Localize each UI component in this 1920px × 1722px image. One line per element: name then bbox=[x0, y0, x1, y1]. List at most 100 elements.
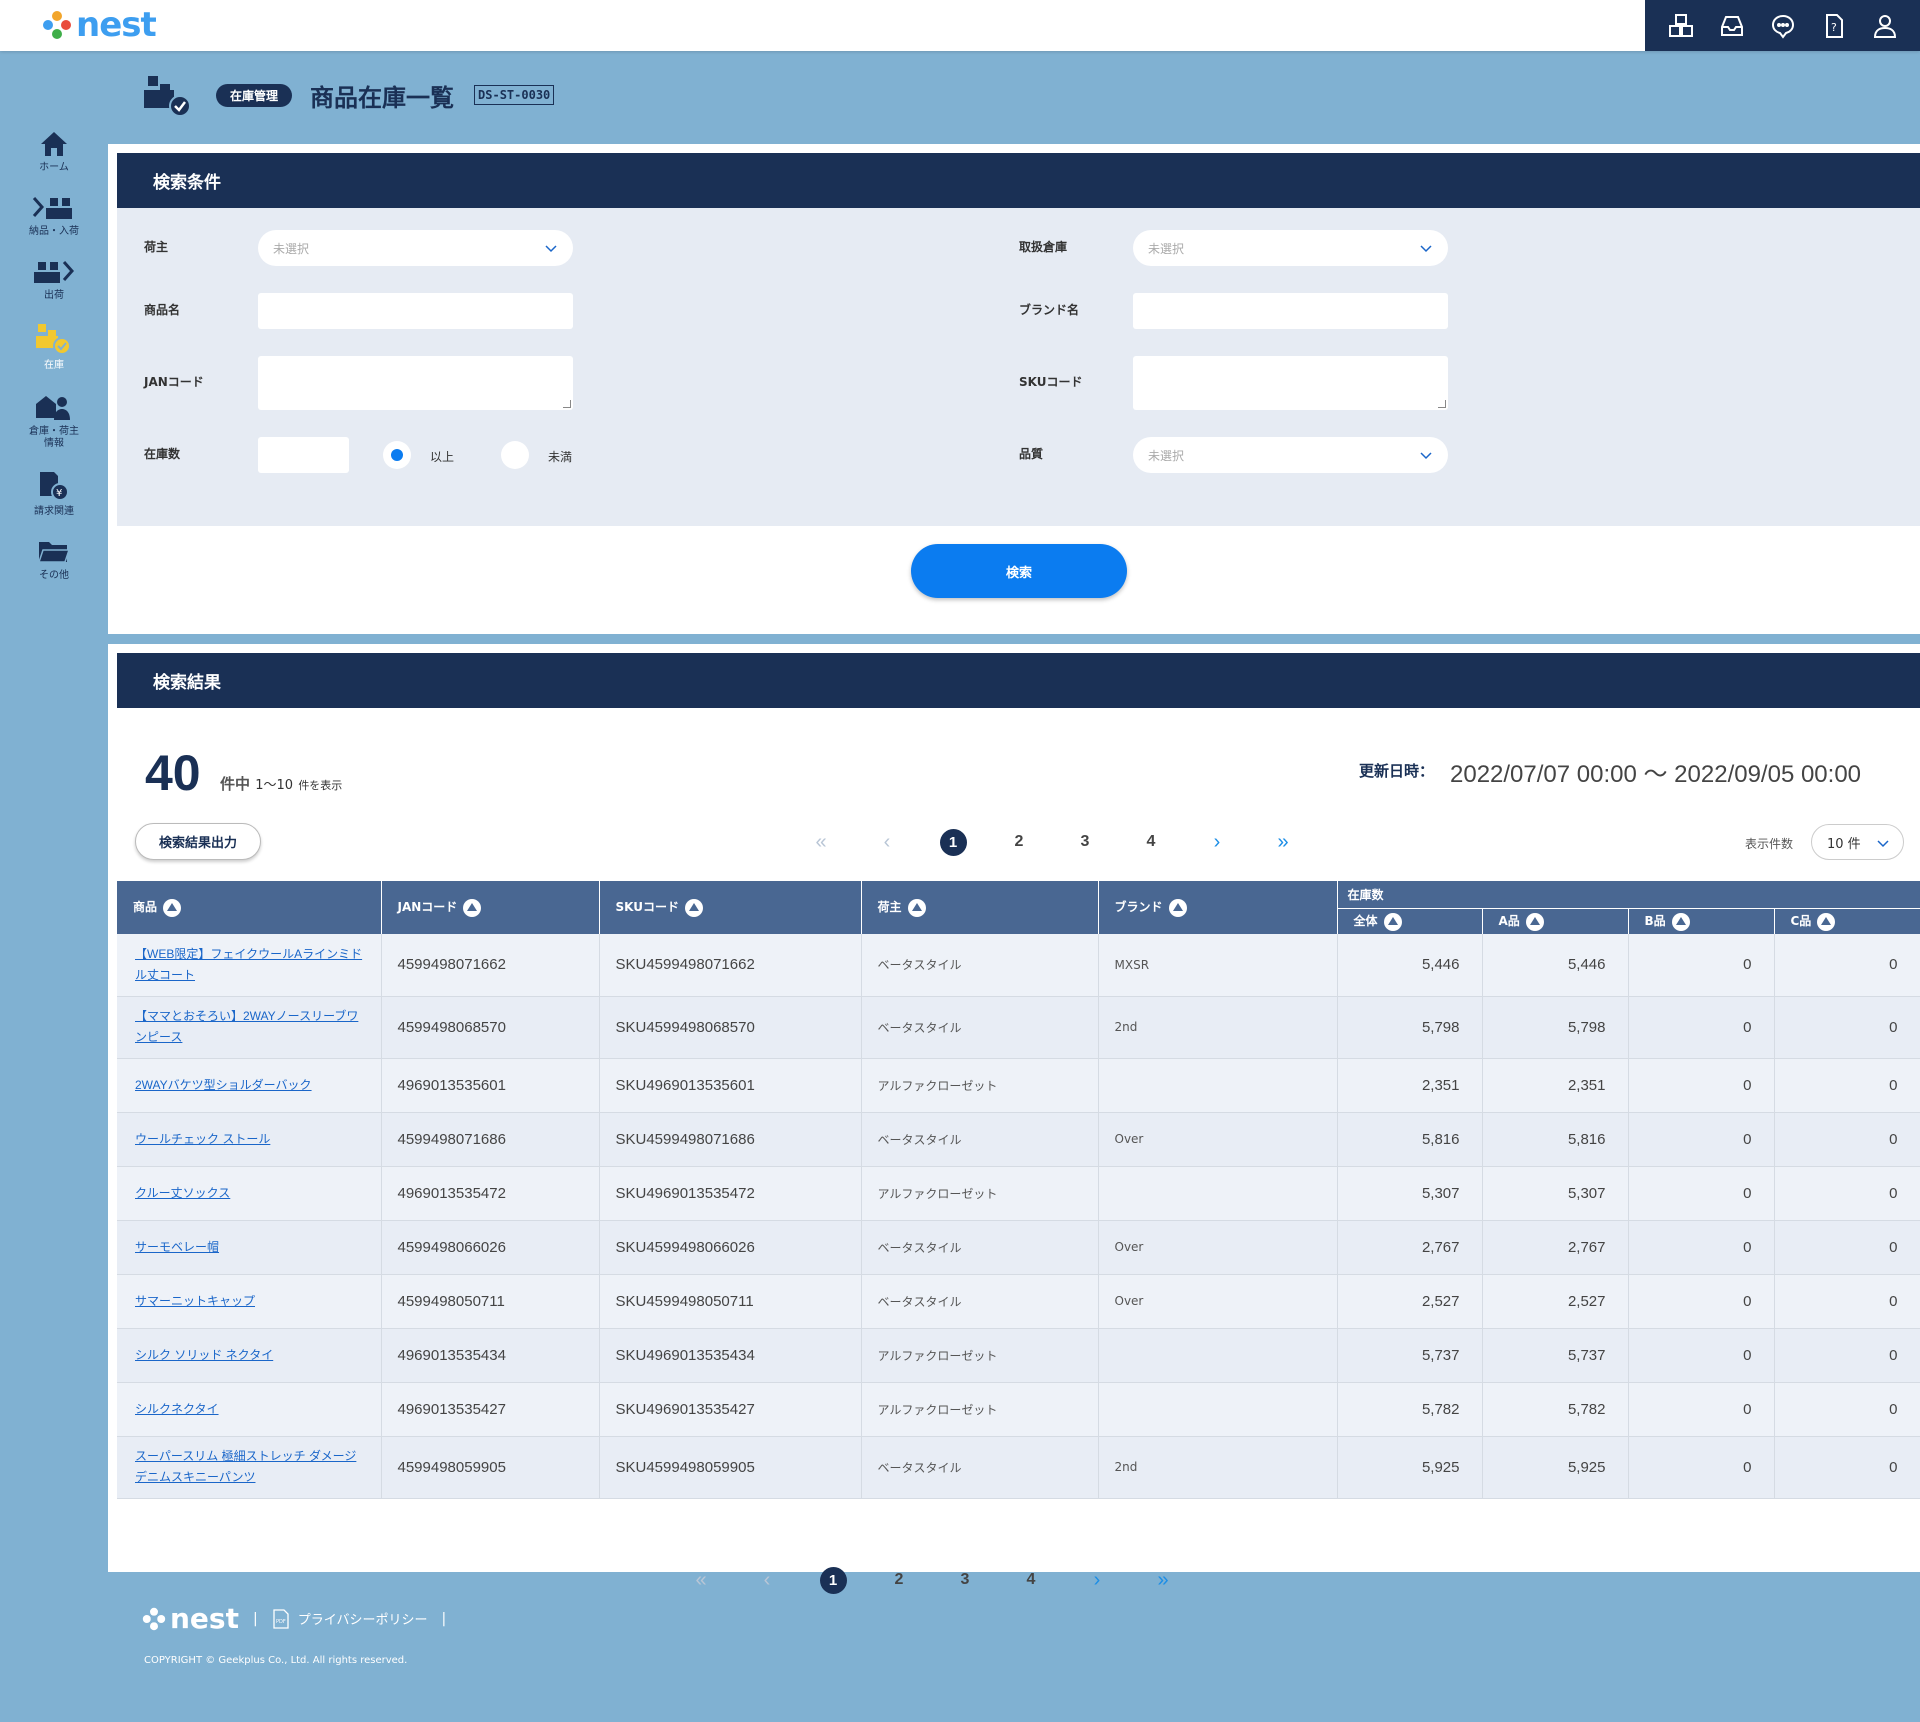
product-link[interactable]: サーモベレー帽 bbox=[117, 1220, 382, 1275]
sidebar-item-warehouse-owner[interactable]: 倉庫・荷主 情報 bbox=[0, 392, 108, 450]
sort-icon[interactable] bbox=[1383, 912, 1402, 931]
pagination-bottom: « ‹ 1 2 3 4 › » bbox=[668, 1565, 1196, 1595]
owner-cell: ベータスタイル bbox=[861, 996, 1099, 1059]
first-page-icon[interactable]: « bbox=[695, 1568, 707, 1591]
page-4[interactable]: 4 bbox=[1146, 833, 1156, 850]
product-link[interactable]: シルクネクタイ bbox=[117, 1382, 382, 1437]
prev-page-icon[interactable]: ‹ bbox=[763, 1568, 771, 1591]
sidebar-item-inbound[interactable]: 納品・入荷 bbox=[0, 194, 108, 238]
column-header-b-grade[interactable]: B品 bbox=[1628, 907, 1775, 934]
brand-cell bbox=[1098, 1166, 1338, 1221]
boxes-icon[interactable] bbox=[1666, 11, 1696, 41]
product-link[interactable]: 【WEB限定】フェイクウールAラインミドル丈コート bbox=[117, 934, 382, 997]
brand-cell: 2nd bbox=[1098, 996, 1338, 1059]
result-range-value: 1～10 bbox=[255, 778, 294, 793]
first-page-icon[interactable]: « bbox=[815, 830, 827, 853]
page-3[interactable]: 3 bbox=[960, 1571, 970, 1588]
owner-cell: アルファクローゼット bbox=[861, 1328, 1099, 1383]
sidebar-item-outbound[interactable]: 出荷 bbox=[0, 258, 108, 302]
resize-grip-icon[interactable] bbox=[1438, 400, 1446, 408]
stock-count-input[interactable] bbox=[258, 437, 349, 473]
page-2[interactable]: 2 bbox=[894, 1571, 904, 1588]
sort-icon[interactable] bbox=[1168, 898, 1187, 917]
privacy-policy-link[interactable]: PDF プライバシーポリシー bbox=[272, 1608, 427, 1629]
search-button[interactable]: 検索 bbox=[911, 544, 1127, 598]
product-name-label: 商品名 bbox=[144, 303, 181, 317]
per-page-value: 10 件 bbox=[1827, 836, 1861, 852]
column-header-product[interactable]: 商品 bbox=[117, 881, 382, 934]
results-heading: 検索結果 bbox=[117, 653, 1920, 708]
stock-c-cell: 0 bbox=[1774, 996, 1920, 1059]
sku-code-label: SKUコード bbox=[1019, 375, 1083, 389]
stock-c-cell: 0 bbox=[1774, 934, 1920, 997]
sort-icon[interactable] bbox=[163, 898, 182, 917]
next-page-icon[interactable]: › bbox=[1093, 1568, 1101, 1591]
product-link[interactable]: クルー丈ソックス bbox=[117, 1166, 382, 1221]
resize-grip-icon[interactable] bbox=[563, 400, 571, 408]
last-page-icon[interactable]: » bbox=[1277, 830, 1289, 853]
sort-icon[interactable] bbox=[1525, 912, 1544, 931]
stock-gte-radio[interactable] bbox=[383, 441, 411, 469]
column-header-a-grade[interactable]: A品 bbox=[1482, 907, 1629, 934]
next-page-icon[interactable]: › bbox=[1213, 830, 1221, 853]
column-header-brand[interactable]: ブランド bbox=[1098, 881, 1338, 934]
owner-cell: ベータスタイル bbox=[861, 1274, 1099, 1329]
outbound-icon bbox=[34, 261, 75, 283]
sort-icon[interactable] bbox=[463, 898, 482, 917]
last-page-icon[interactable]: » bbox=[1157, 1568, 1169, 1591]
footer-logo-text: nest bbox=[170, 1602, 239, 1635]
warehouse-select[interactable]: 未選択 bbox=[1133, 230, 1448, 266]
jan-code-cell: 4969013535427 bbox=[381, 1382, 600, 1437]
prev-page-icon[interactable]: ‹ bbox=[883, 830, 891, 853]
per-page-select[interactable]: 10 件 bbox=[1811, 824, 1904, 860]
sidebar-item-billing[interactable]: ¥ 請求関連 bbox=[0, 470, 108, 518]
owner-select[interactable]: 未選択 bbox=[258, 230, 573, 266]
column-header-sku[interactable]: SKUコード bbox=[599, 881, 862, 934]
product-link[interactable]: シルク ソリッド ネクタイ bbox=[117, 1328, 382, 1383]
page-3[interactable]: 3 bbox=[1080, 833, 1090, 850]
brand-name-input[interactable] bbox=[1133, 293, 1448, 329]
nest-logo-text: nest bbox=[76, 5, 157, 45]
quality-select-value: 未選択 bbox=[1148, 448, 1185, 463]
inbox-icon[interactable] bbox=[1717, 11, 1747, 41]
brand-cell: MXSR bbox=[1098, 934, 1338, 997]
product-link[interactable]: スーパースリム 極細ストレッチ ダメージデニムスキニーパンツ bbox=[117, 1436, 382, 1499]
footer-separator: | bbox=[441, 1610, 447, 1627]
column-header-owner[interactable]: 荷主 bbox=[861, 881, 1099, 934]
column-header-jan[interactable]: JANコード bbox=[381, 881, 600, 934]
sku-code-textarea[interactable] bbox=[1133, 356, 1448, 410]
sidebar-item-inventory[interactable]: 在庫 bbox=[0, 322, 108, 372]
sidebar-item-other[interactable]: その他 bbox=[0, 538, 108, 582]
owner-cell: ベータスタイル bbox=[861, 1112, 1099, 1167]
user-icon[interactable] bbox=[1870, 11, 1900, 41]
table-row: サマーニットキャップ 4599498050711 SKU4599498050711 ベ… bbox=[117, 1274, 1920, 1329]
page-1[interactable]: 1 bbox=[800, 1566, 866, 1594]
sort-icon[interactable] bbox=[907, 898, 926, 917]
nest-logo[interactable]: nest bbox=[42, 5, 157, 45]
chat-icon[interactable] bbox=[1768, 11, 1798, 41]
sort-icon[interactable] bbox=[1817, 912, 1836, 931]
export-results-button[interactable]: 検索結果出力 bbox=[135, 823, 261, 860]
jan-code-textarea[interactable] bbox=[258, 356, 573, 410]
page-1[interactable]: 1 bbox=[920, 828, 986, 856]
product-link[interactable]: 【ママとおそろい】2WAYノースリーブワンピース bbox=[117, 996, 382, 1059]
sort-icon[interactable] bbox=[1671, 912, 1690, 931]
stock-a-cell: 5,307 bbox=[1482, 1166, 1629, 1221]
column-header-total[interactable]: 全体 bbox=[1337, 907, 1483, 934]
help-document-icon[interactable]: ? bbox=[1819, 11, 1849, 41]
page-4[interactable]: 4 bbox=[1026, 1571, 1036, 1588]
product-link[interactable]: 2WAYバケツ型ショルダーバック bbox=[117, 1058, 382, 1113]
product-name-input[interactable] bbox=[258, 293, 573, 329]
chevron-down-icon bbox=[1877, 840, 1889, 848]
page-2[interactable]: 2 bbox=[1014, 833, 1024, 850]
product-link[interactable]: サマーニットキャップ bbox=[117, 1274, 382, 1329]
sidebar-item-home[interactable]: ホーム bbox=[0, 130, 108, 174]
column-header-c-grade[interactable]: C品 bbox=[1774, 907, 1920, 934]
sku-code-cell: SKU4969013535427 bbox=[599, 1382, 862, 1437]
sort-icon[interactable] bbox=[684, 898, 703, 917]
quality-select[interactable]: 未選択 bbox=[1133, 437, 1448, 473]
stock-a-cell: 5,446 bbox=[1482, 934, 1629, 997]
stock-lt-radio[interactable] bbox=[501, 441, 529, 469]
product-link[interactable]: ウールチェック ストール bbox=[117, 1112, 382, 1167]
stock-b-cell: 0 bbox=[1628, 1328, 1775, 1383]
